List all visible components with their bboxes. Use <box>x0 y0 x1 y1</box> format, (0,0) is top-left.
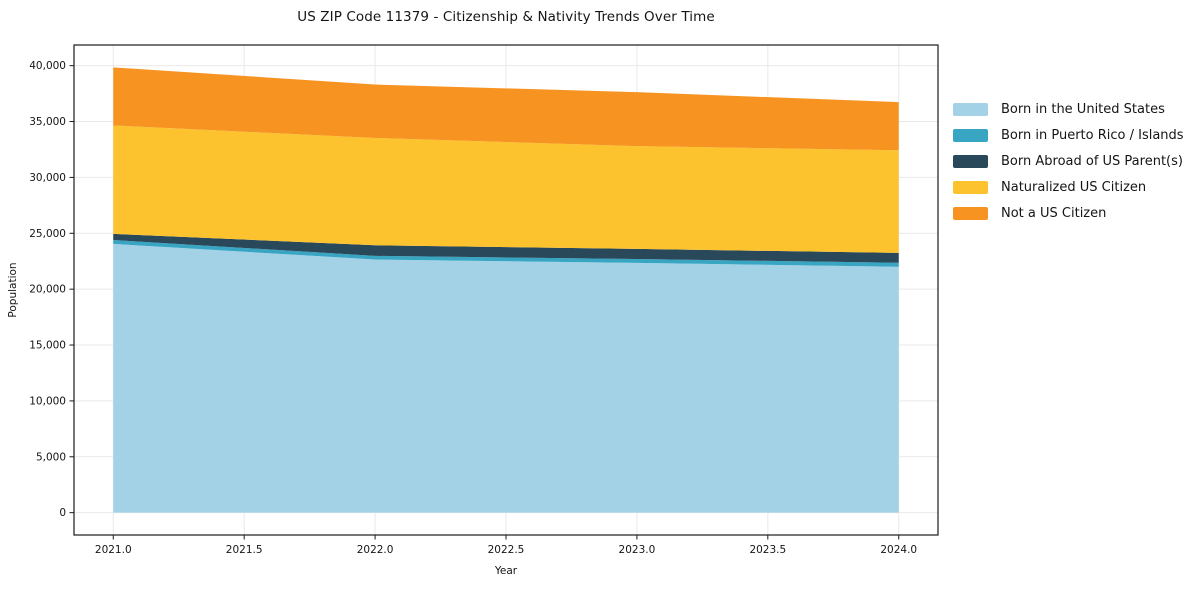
legend: Born in the United States Born in Puerto… <box>953 101 1184 231</box>
xtick-label: 2023.5 <box>749 544 786 556</box>
legend-label-born-puerto-rico: Born in Puerto Rico / Islands <box>1001 127 1184 143</box>
xtick-label: 2024.0 <box>880 544 917 556</box>
y-axis-label: Population <box>7 262 19 318</box>
area-not-a-us-citizen <box>113 67 899 151</box>
legend-label-not-citizen: Not a US Citizen <box>1001 205 1107 221</box>
xtick-label: 2021.0 <box>95 544 132 556</box>
legend-item-born-abroad: Born Abroad of US Parent(s) <box>953 153 1184 169</box>
ytick-label: 15,000 <box>29 340 66 352</box>
xtick-label: 2021.5 <box>226 544 263 556</box>
chart-title: US ZIP Code 11379 - Citizenship & Nativi… <box>297 9 715 25</box>
area-born-abroad-of-us-parent-s <box>113 233 899 263</box>
ytick-label: 20,000 <box>29 284 66 296</box>
legend-swatch-not-citizen <box>953 206 988 220</box>
legend-item-born-puerto-rico: Born in Puerto Rico / Islands <box>953 127 1184 143</box>
legend-label-born-in-us: Born in the United States <box>1001 101 1165 117</box>
legend-item-born-in-us: Born in the United States <box>953 101 1184 117</box>
ytick-label: 35,000 <box>29 116 66 128</box>
legend-swatch-born-in-us <box>953 102 988 116</box>
ytick-label: 10,000 <box>29 395 66 407</box>
ytick-label: 40,000 <box>29 60 66 72</box>
ytick-label: 5,000 <box>36 451 66 463</box>
xtick-label: 2023.0 <box>619 544 656 556</box>
legend-swatch-born-abroad <box>953 154 988 168</box>
x-axis-label: Year <box>494 565 518 577</box>
legend-swatch-naturalized <box>953 180 988 194</box>
legend-label-naturalized: Naturalized US Citizen <box>1001 179 1147 195</box>
ytick-label: 0 <box>59 507 66 519</box>
xtick-label: 2022.5 <box>488 544 525 556</box>
area-born-in-puerto-rico-islands <box>113 239 899 267</box>
legend-item-not-citizen: Not a US Citizen <box>953 205 1184 221</box>
ytick-label: 25,000 <box>29 228 66 240</box>
legend-swatch-born-puerto-rico <box>953 128 988 142</box>
legend-item-naturalized: Naturalized US Citizen <box>953 179 1184 195</box>
area-naturalized-us-citizen <box>113 125 899 253</box>
xtick-label: 2022.0 <box>357 544 394 556</box>
area-born-in-the-united-states <box>113 243 899 513</box>
ytick-label: 30,000 <box>29 172 66 184</box>
legend-label-born-abroad: Born Abroad of US Parent(s) <box>1001 153 1183 169</box>
